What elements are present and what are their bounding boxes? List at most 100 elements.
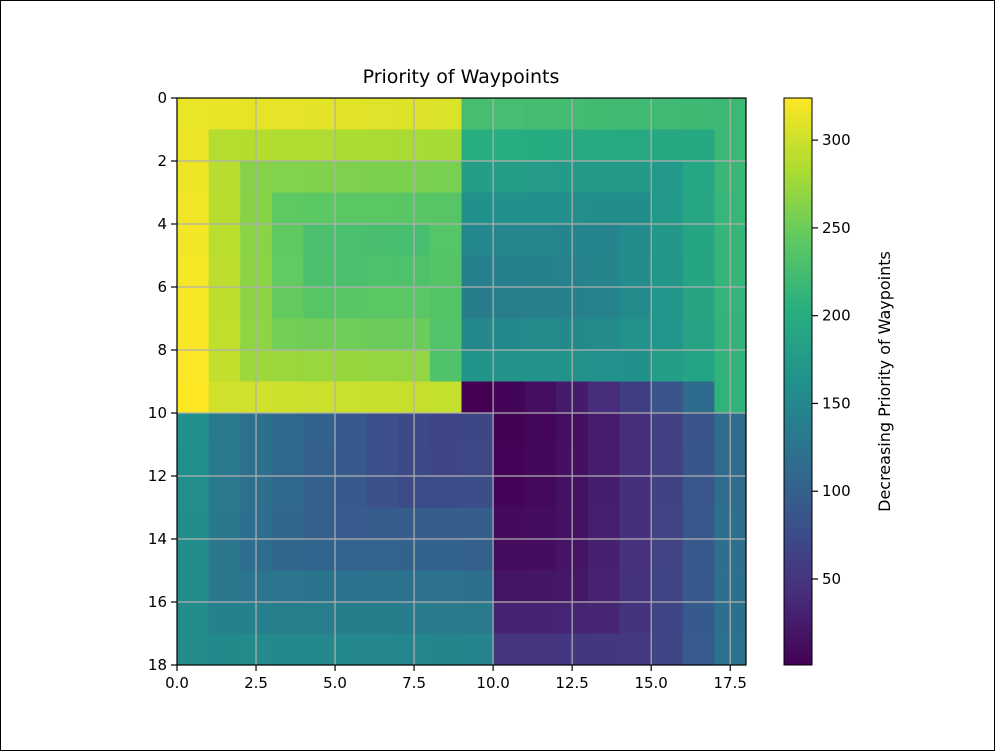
heatmap-cell [177,445,209,477]
heatmap-cell [683,193,715,225]
heatmap-cell [209,602,241,634]
heatmap-cell [303,130,335,162]
heatmap-cell [651,319,683,351]
y-tick-label: 16 [148,593,167,611]
heatmap-cell [367,287,399,319]
heatmap-cell [177,539,209,571]
heatmap-cell [177,634,209,666]
heatmap-cell [683,256,715,288]
heatmap-cell [525,634,557,666]
heatmap-cell [177,602,209,634]
heatmap-cell [335,350,367,382]
heatmap-cell [651,98,683,130]
heatmap-cell [588,130,620,162]
heatmap-cell [462,476,494,508]
heatmap-cell [525,287,557,319]
heatmap-cell [430,350,462,382]
heatmap-cell [367,508,399,540]
y-tick-label: 6 [157,278,167,296]
heatmap-cell [493,508,525,540]
heatmap-cell [177,571,209,603]
heatmap-cell [462,350,494,382]
heatmap-cell [683,382,715,414]
x-tick-label: 5.0 [323,674,347,692]
heatmap-cell [430,193,462,225]
heatmap-cell [177,413,209,445]
heatmap-cell [462,319,494,351]
heatmap-cell [588,224,620,256]
heatmap-cell [493,413,525,445]
heatmap-cell [367,98,399,130]
heatmap-cell [651,634,683,666]
heatmap-cell [335,445,367,477]
heatmap-cell [272,161,304,193]
colorbar-tick-label: 100 [822,482,851,500]
heatmap-cell [620,508,652,540]
heatmap-cell [525,98,557,130]
colorbar-ticks: 50100150200250300 [812,131,851,588]
heatmap-cell [651,287,683,319]
heatmap-cell [620,445,652,477]
heatmap-cell [588,193,620,225]
heatmap-cell [493,161,525,193]
heatmap-cell [462,602,494,634]
heatmap-cell [462,224,494,256]
y-tick-label: 12 [148,467,167,485]
heatmap-cell [303,508,335,540]
heatmap-cell [272,602,304,634]
heatmap-cell [525,539,557,571]
chart-title: Priority of Waypoints [363,66,560,88]
y-tick-label: 10 [148,404,167,422]
heatmap-cell [651,476,683,508]
heatmap-cell [335,161,367,193]
heatmap-cell [525,350,557,382]
heatmap-cell [335,476,367,508]
heatmap-cell [430,445,462,477]
colorbar-tick-label: 50 [822,570,841,588]
heatmap-cell [272,382,304,414]
y-axis-ticks: 024681012141618 [148,89,177,674]
heatmap-cell [272,571,304,603]
heatmap-cell [272,193,304,225]
heatmap-cell [620,382,652,414]
heatmap-cell [430,634,462,666]
heatmap-cell [430,508,462,540]
heatmap-cell [683,319,715,351]
heatmap-cell [651,571,683,603]
heatmap-cell [651,350,683,382]
heatmap-cell [303,161,335,193]
x-tick-label: 7.5 [402,674,426,692]
heatmap-cell [462,445,494,477]
heatmap-cell [367,350,399,382]
y-tick-label: 8 [157,341,167,359]
heatmap-cell [430,256,462,288]
heatmap-cell [462,571,494,603]
x-tick-label: 10.0 [476,674,509,692]
heatmap-cell [651,256,683,288]
heatmap-cell [367,224,399,256]
heatmap-cell [272,445,304,477]
heatmap-cell [651,539,683,571]
heatmap-cell [588,382,620,414]
heatmap-cell [493,256,525,288]
heatmap-cell [430,98,462,130]
heatmap-cell [209,539,241,571]
heatmap-cell [651,445,683,477]
y-tick-label: 4 [157,215,167,233]
heatmap-cell [588,539,620,571]
heatmap-cells [177,98,747,666]
heatmap-cell [335,602,367,634]
heatmap-cell [177,476,209,508]
heatmap-cell [335,319,367,351]
heatmap-cell [430,161,462,193]
colorbar-tick-label: 150 [822,394,851,412]
heatmap-cell [430,319,462,351]
heatmap-cell [272,634,304,666]
heatmap-cell [367,193,399,225]
heatmap-cell [209,193,241,225]
heatmap-cell [303,602,335,634]
heatmap-cell [367,130,399,162]
heatmap-cell [493,98,525,130]
heatmap-cell [272,476,304,508]
